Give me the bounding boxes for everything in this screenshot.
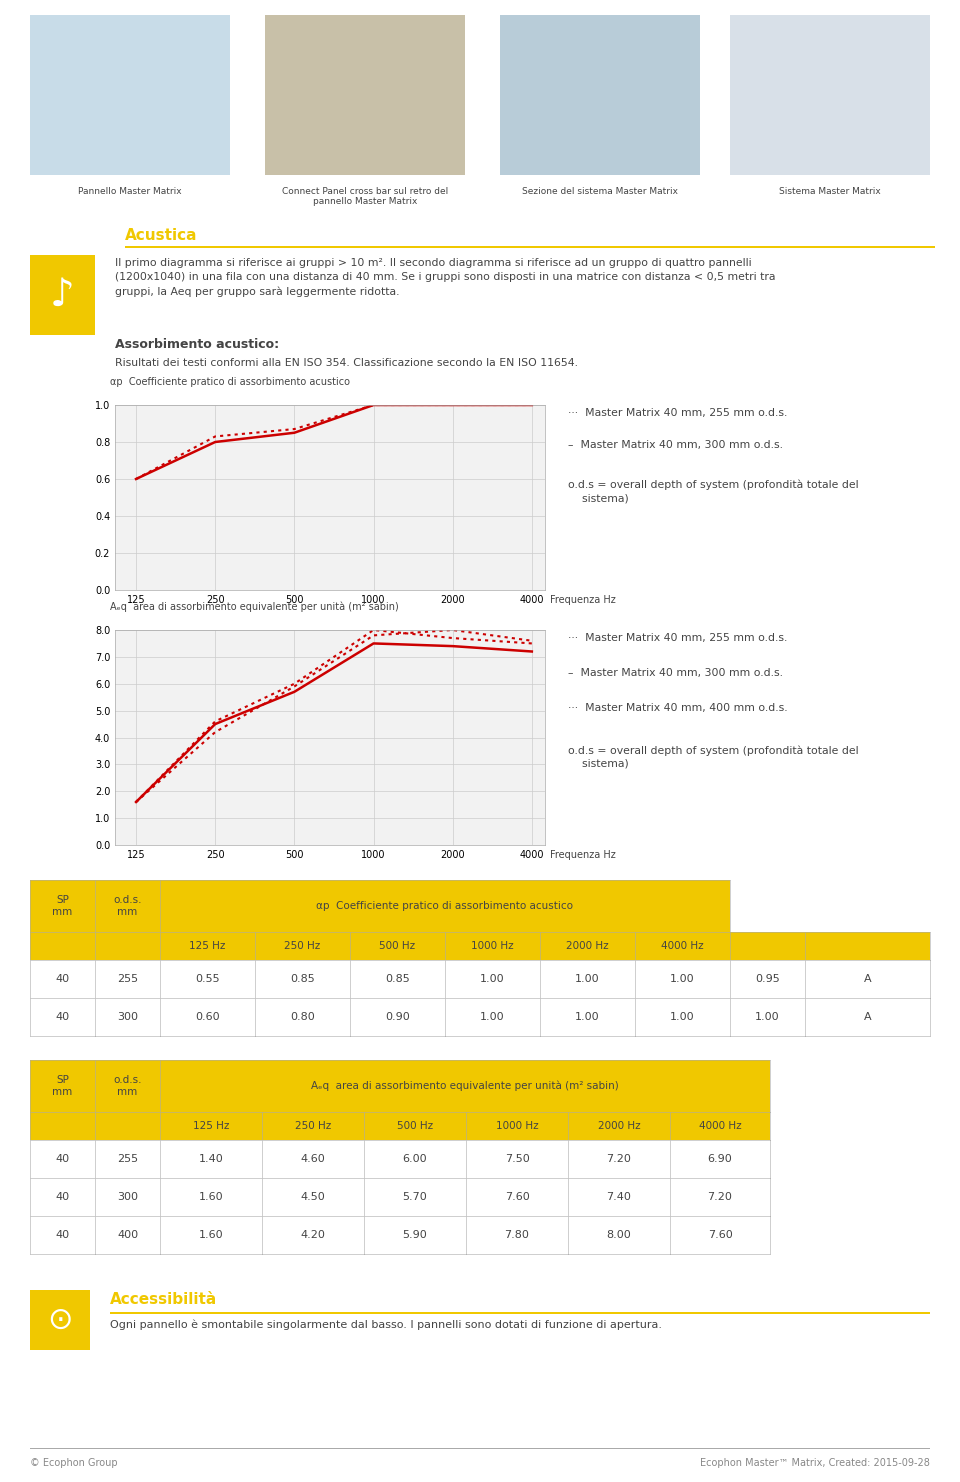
- Text: o.d.s = overall depth of system (profondità totale del
    sistema): o.d.s = overall depth of system (profond…: [568, 745, 858, 769]
- Text: 40: 40: [56, 1230, 69, 1240]
- Text: 40: 40: [56, 1154, 69, 1163]
- Text: 40: 40: [56, 974, 69, 984]
- Text: ···  Master Matrix 40 mm, 255 mm o.d.s.: ··· Master Matrix 40 mm, 255 mm o.d.s.: [568, 408, 787, 418]
- Text: 300: 300: [117, 1192, 138, 1202]
- Text: 1.40: 1.40: [199, 1154, 224, 1163]
- Text: 1.00: 1.00: [480, 1012, 505, 1023]
- Text: 0.60: 0.60: [195, 1012, 220, 1023]
- Text: Ecophon Master™ Matrix, Created: 2015-09-28: Ecophon Master™ Matrix, Created: 2015-09…: [700, 1458, 930, 1469]
- Text: –  Master Matrix 40 mm, 300 mm o.d.s.: – Master Matrix 40 mm, 300 mm o.d.s.: [568, 668, 783, 677]
- Text: 4000 Hz: 4000 Hz: [699, 1120, 741, 1131]
- Text: Sistema Master Matrix: Sistema Master Matrix: [780, 187, 881, 196]
- Text: A: A: [864, 974, 872, 984]
- Text: 6.90: 6.90: [708, 1154, 732, 1163]
- Text: 250 Hz: 250 Hz: [284, 941, 321, 951]
- Text: 250 Hz: 250 Hz: [295, 1120, 331, 1131]
- Text: Frequenza Hz: Frequenza Hz: [550, 594, 615, 605]
- Text: Risultati dei testi conformi alla EN ISO 354. Classificazione secondo la EN ISO : Risultati dei testi conformi alla EN ISO…: [115, 359, 578, 368]
- Text: SP
mm: SP mm: [53, 895, 73, 917]
- Text: 4.60: 4.60: [300, 1154, 325, 1163]
- Text: 1.00: 1.00: [670, 1012, 695, 1023]
- Text: © Ecophon Group: © Ecophon Group: [30, 1458, 118, 1469]
- Text: 0.55: 0.55: [195, 974, 220, 984]
- Text: ⊙: ⊙: [47, 1306, 73, 1334]
- Text: 400: 400: [117, 1230, 138, 1240]
- Text: 4.50: 4.50: [300, 1192, 325, 1202]
- Text: 0.90: 0.90: [385, 1012, 410, 1023]
- Text: 8.00: 8.00: [607, 1230, 632, 1240]
- Text: 5.70: 5.70: [402, 1192, 427, 1202]
- Text: 7.50: 7.50: [505, 1154, 529, 1163]
- Text: αp  Coefficiente pratico di assorbimento acustico: αp Coefficiente pratico di assorbimento …: [110, 376, 350, 387]
- Text: ···  Master Matrix 40 mm, 255 mm o.d.s.: ··· Master Matrix 40 mm, 255 mm o.d.s.: [568, 633, 787, 643]
- Text: 40: 40: [56, 1012, 69, 1023]
- Text: Ogni pannello è smontabile singolarmente dal basso. I pannelli sono dotati di fu: Ogni pannello è smontabile singolarmente…: [110, 1320, 662, 1331]
- Text: 4.20: 4.20: [300, 1230, 325, 1240]
- Text: o.d.s.
mm: o.d.s. mm: [113, 895, 142, 917]
- Text: 0.85: 0.85: [290, 974, 315, 984]
- Text: o.d.s = overall depth of system (profondità totale del
    sistema): o.d.s = overall depth of system (profond…: [568, 480, 858, 504]
- Text: 7.20: 7.20: [607, 1154, 632, 1163]
- Text: A: A: [864, 1012, 872, 1023]
- Text: 500 Hz: 500 Hz: [379, 941, 416, 951]
- Text: 500 Hz: 500 Hz: [396, 1120, 433, 1131]
- Text: Sezione del sistema Master Matrix: Sezione del sistema Master Matrix: [522, 187, 678, 196]
- Text: 7.80: 7.80: [505, 1230, 529, 1240]
- Text: 125 Hz: 125 Hz: [189, 941, 226, 951]
- Text: αp  Coefficiente pratico di assorbimento acustico: αp Coefficiente pratico di assorbimento …: [317, 901, 573, 911]
- Text: 1000 Hz: 1000 Hz: [495, 1120, 539, 1131]
- Text: ···  Master Matrix 40 mm, 400 mm o.d.s.: ··· Master Matrix 40 mm, 400 mm o.d.s.: [568, 702, 787, 713]
- Text: 7.20: 7.20: [708, 1192, 732, 1202]
- Text: SP
mm: SP mm: [53, 1076, 73, 1097]
- Text: Connect Panel cross bar sul retro del
pannello Master Matrix: Connect Panel cross bar sul retro del pa…: [282, 187, 448, 206]
- Text: 1.60: 1.60: [199, 1192, 224, 1202]
- Text: 40: 40: [56, 1192, 69, 1202]
- Text: 7.60: 7.60: [505, 1192, 529, 1202]
- Text: Il primo diagramma si riferisce ai gruppi > 10 m². Il secondo diagramma si rifer: Il primo diagramma si riferisce ai grupp…: [115, 258, 776, 296]
- Text: ♪: ♪: [50, 276, 75, 314]
- Text: 1.00: 1.00: [575, 974, 600, 984]
- Text: 1.00: 1.00: [480, 974, 505, 984]
- Text: 1.60: 1.60: [199, 1230, 224, 1240]
- Text: 2000 Hz: 2000 Hz: [598, 1120, 640, 1131]
- Text: Assorbimento acustico:: Assorbimento acustico:: [115, 338, 279, 351]
- Text: 7.60: 7.60: [708, 1230, 732, 1240]
- Text: 6.00: 6.00: [402, 1154, 427, 1163]
- Text: 255: 255: [117, 1154, 138, 1163]
- Text: Pannello Master Matrix: Pannello Master Matrix: [78, 187, 181, 196]
- Text: 2000 Hz: 2000 Hz: [566, 941, 609, 951]
- Text: 0.95: 0.95: [756, 974, 780, 984]
- Text: 0.85: 0.85: [385, 974, 410, 984]
- Text: 300: 300: [117, 1012, 138, 1023]
- Text: 255: 255: [117, 974, 138, 984]
- Text: Acustica: Acustica: [125, 228, 198, 243]
- Text: 1000 Hz: 1000 Hz: [471, 941, 514, 951]
- Text: 1.00: 1.00: [756, 1012, 780, 1023]
- Text: 125 Hz: 125 Hz: [193, 1120, 229, 1131]
- Text: 5.90: 5.90: [402, 1230, 427, 1240]
- Text: o.d.s.
mm: o.d.s. mm: [113, 1076, 142, 1097]
- Text: 0.80: 0.80: [290, 1012, 315, 1023]
- Text: –  Master Matrix 40 mm, 300 mm o.d.s.: – Master Matrix 40 mm, 300 mm o.d.s.: [568, 440, 783, 451]
- Text: 7.40: 7.40: [607, 1192, 632, 1202]
- Text: Aₑq  area di assorbimento equivalente per unità (m² sabin): Aₑq area di assorbimento equivalente per…: [110, 602, 398, 612]
- Text: 1.00: 1.00: [575, 1012, 600, 1023]
- Text: Frequenza Hz: Frequenza Hz: [550, 851, 615, 860]
- Text: Aₑq  area di assorbimento equivalente per unità (m² sabin): Aₑq area di assorbimento equivalente per…: [311, 1080, 619, 1091]
- Text: Accessibilità: Accessibilità: [110, 1292, 217, 1307]
- Text: 4000 Hz: 4000 Hz: [661, 941, 704, 951]
- Text: 1.00: 1.00: [670, 974, 695, 984]
